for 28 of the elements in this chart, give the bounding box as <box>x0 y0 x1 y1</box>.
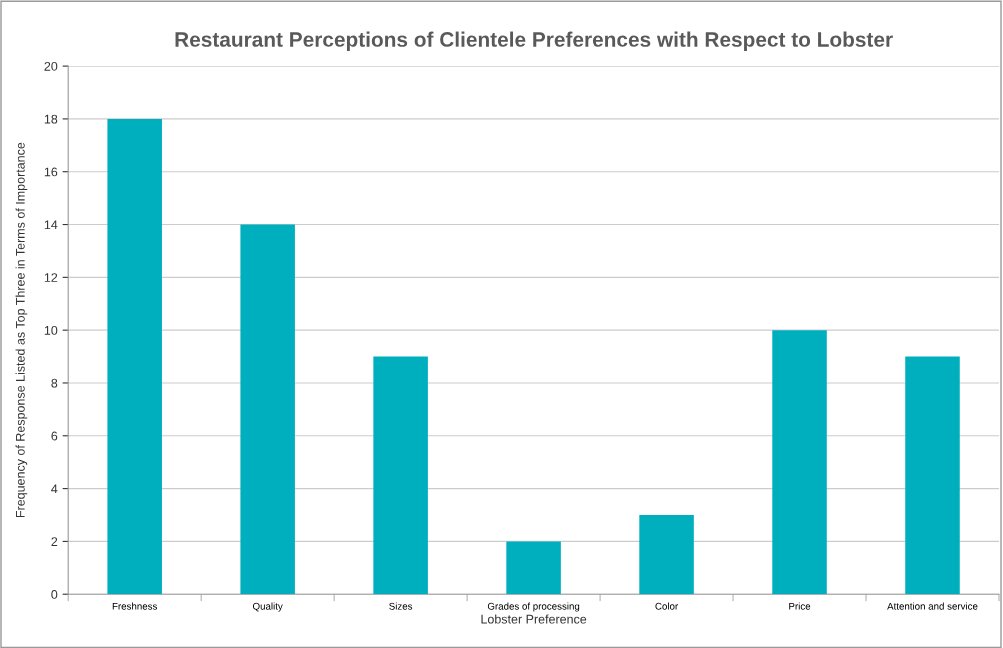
y-tick-label: 16 <box>44 167 58 177</box>
x-tick-label: Grades of processing <box>487 602 580 612</box>
y-tick-label: 8 <box>51 378 58 388</box>
y-tick-label: 18 <box>44 114 58 124</box>
bar <box>772 330 827 595</box>
y-tick-label: 12 <box>44 273 58 282</box>
bar <box>905 356 960 595</box>
bar <box>373 356 428 595</box>
x-tick-label: Price <box>789 602 811 610</box>
bar <box>240 224 295 595</box>
chart-title: Restaurant Perceptions of Clientele Preferences with Respect to Lobster <box>175 31 893 51</box>
x-tick-label: Attention and service <box>887 602 978 610</box>
y-axis-title: Frequency of Response Listed as Top Three in Terms of Importance <box>15 142 28 518</box>
y-tick-label: 14 <box>44 220 58 230</box>
x-tick-label: Freshness <box>112 602 158 610</box>
x-axis-title: Lobster Preference <box>481 614 587 624</box>
bar <box>639 515 694 595</box>
y-tick-label: 10 <box>44 325 58 335</box>
x-tick-label: Sizes <box>389 602 413 610</box>
x-tick-label: Color <box>655 602 679 610</box>
y-tick-label: 0 <box>51 590 58 599</box>
bar <box>506 541 561 595</box>
y-tick-label: 6 <box>51 431 58 441</box>
x-tick-label: Quality <box>252 602 283 612</box>
y-tick-label: 4 <box>51 484 58 494</box>
bar <box>107 118 162 595</box>
y-tick-label: 20 <box>44 61 58 71</box>
y-tick-label: 2 <box>51 537 58 546</box>
